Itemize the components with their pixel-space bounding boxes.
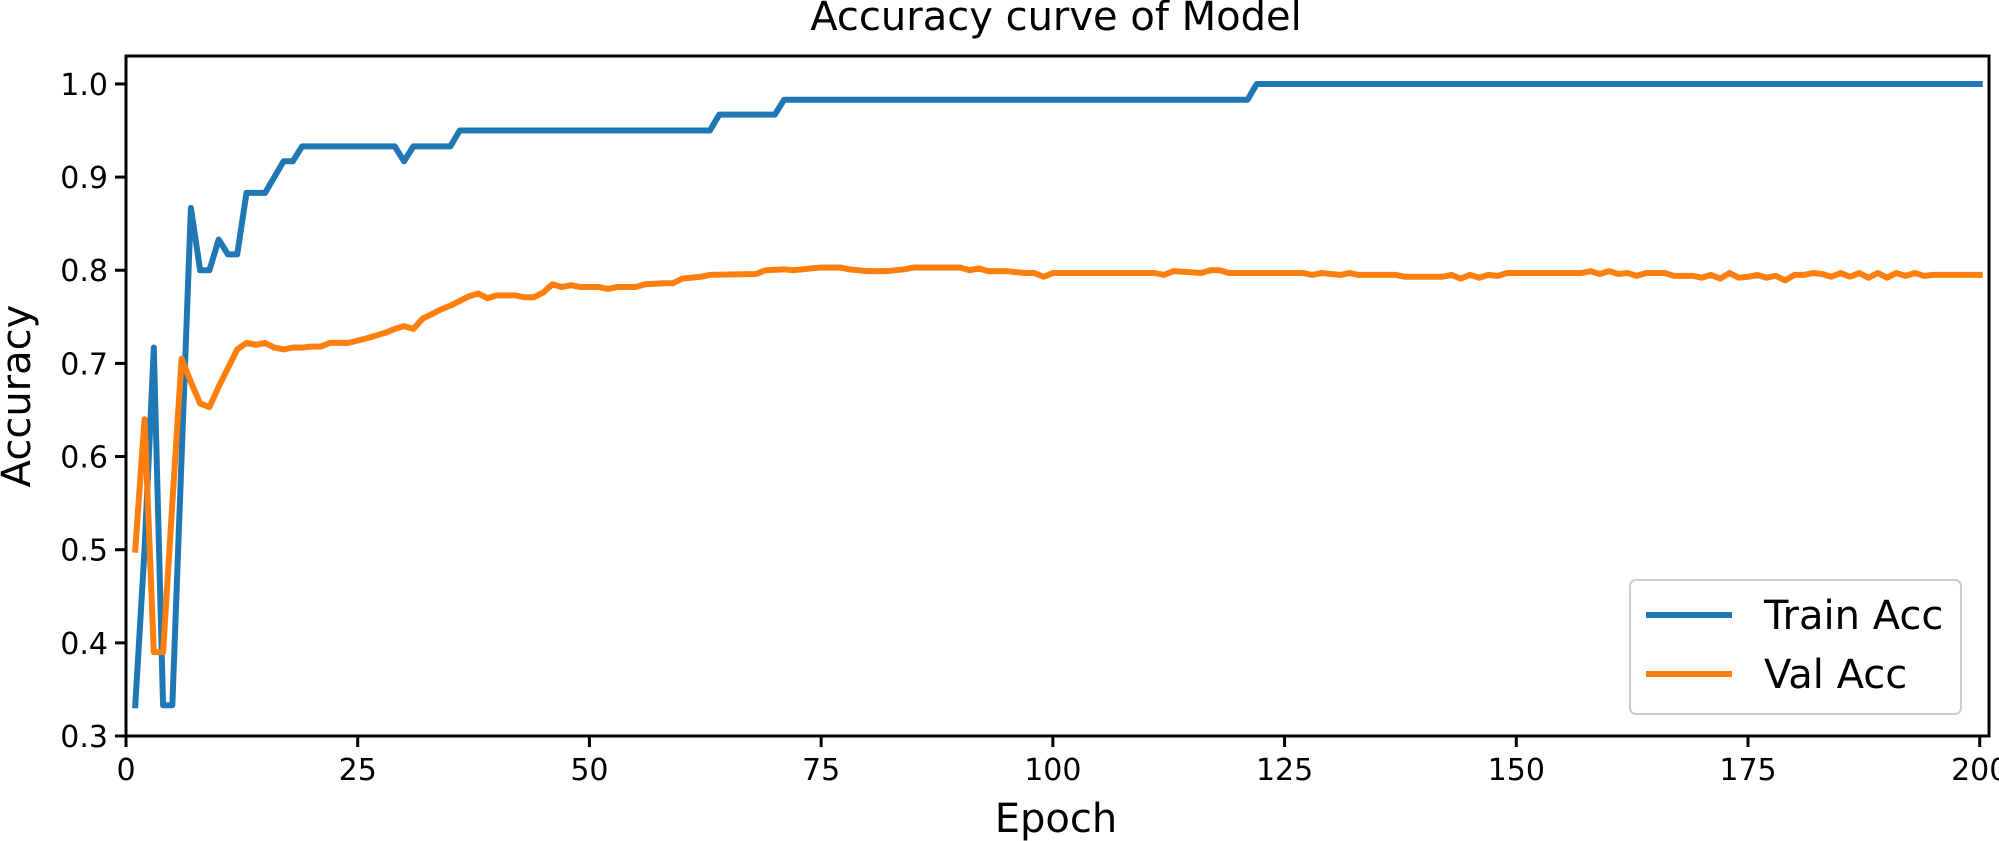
x-axis-ticks: 0 25 50 75 100 125 150 175 200 [116, 736, 1999, 788]
x-tick-label: 150 [1488, 753, 1545, 788]
legend-label-train-acc: Train Acc [1763, 593, 1943, 639]
x-tick-label: 0 [116, 753, 135, 788]
plot-frame [124, 54, 1991, 738]
y-tick-label: 1.0 [60, 68, 108, 103]
plot-lines [132, 80, 1983, 709]
x-tick-label: 75 [802, 753, 840, 788]
series-line-train-acc [132, 80, 1983, 709]
x-tick-label: 50 [570, 753, 608, 788]
y-axis-ticks: 0.3 0.4 0.5 0.6 0.7 0.8 0.9 1.0 [60, 68, 126, 755]
legend-label-val-acc: Val Acc [1764, 652, 1907, 698]
series-line-val-acc [132, 264, 1983, 656]
x-tick-label: 25 [339, 753, 377, 788]
y-tick-label: 0.7 [60, 347, 108, 382]
x-tick-label: 200 [1951, 753, 1999, 788]
x-tick-label: 125 [1256, 753, 1313, 788]
y-tick-label: 0.4 [60, 627, 108, 662]
y-axis-title: Accuracy [0, 305, 40, 488]
x-tick-label: 175 [1719, 753, 1776, 788]
legend: Train Acc Val Acc [1629, 579, 1962, 715]
y-tick-label: 0.6 [60, 441, 108, 476]
x-axis-title: Epoch [995, 796, 1117, 841]
chart-title: Accuracy curve of Model [810, 0, 1301, 40]
y-tick-label: 0.8 [60, 254, 108, 289]
x-tick-label: 100 [1024, 753, 1081, 788]
y-tick-label: 0.5 [60, 534, 108, 569]
y-tick-label: 0.9 [60, 161, 108, 196]
y-tick-label: 0.3 [60, 720, 108, 755]
